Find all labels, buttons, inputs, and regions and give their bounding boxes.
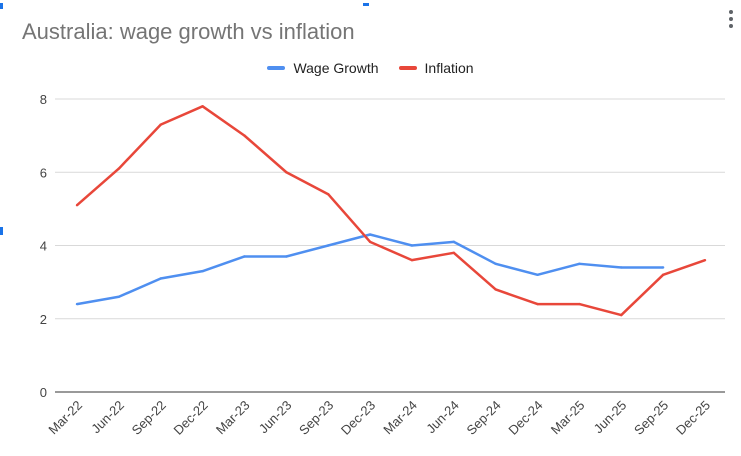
y-tick-label: 4 <box>40 239 47 254</box>
data-point <box>243 134 246 137</box>
legend: Wage Growth Inflation <box>0 60 741 76</box>
x-tick-label: Mar-25 <box>548 398 588 438</box>
x-tick-label: Jun-23 <box>256 398 295 437</box>
x-tick-label: Dec-22 <box>170 398 210 438</box>
data-point <box>285 255 288 258</box>
data-point <box>201 269 204 273</box>
y-tick-label: 6 <box>40 165 47 180</box>
data-point <box>536 302 539 306</box>
data-point <box>201 105 204 108</box>
data-point <box>243 255 246 258</box>
x-tick-label: Sep-23 <box>296 398 336 438</box>
x-tick-label: Dec-23 <box>338 398 378 438</box>
x-tick-label: Mar-23 <box>213 398 253 438</box>
data-point <box>285 171 288 174</box>
selection-handle[interactable] <box>0 227 3 235</box>
x-tick-label: Dec-24 <box>505 398 545 438</box>
data-point <box>620 313 623 317</box>
legend-label-wage: Wage Growth <box>293 60 379 76</box>
data-point <box>661 273 665 276</box>
data-point <box>452 240 455 244</box>
series-line-wage-growth <box>76 233 664 306</box>
x-tick-label: Sep-22 <box>129 398 169 438</box>
legend-swatch-inflation <box>398 66 417 70</box>
x-tick-label: Jun-22 <box>88 398 127 437</box>
selection-handle[interactable] <box>0 3 3 9</box>
data-point <box>494 288 497 291</box>
data-point <box>452 251 455 255</box>
x-tick-label: Mar-24 <box>380 398 420 438</box>
legend-label-inflation: Inflation <box>424 60 474 76</box>
data-point <box>117 295 121 298</box>
y-tick-label: 2 <box>40 312 47 327</box>
x-tick-label: Jun-24 <box>423 398 462 437</box>
data-point <box>703 258 707 262</box>
series-line-inflation <box>76 105 706 317</box>
x-tick-label: Dec-25 <box>673 398 713 438</box>
chart-title: Australia: wage growth vs inflation <box>22 19 355 44</box>
data-point <box>368 240 372 244</box>
y-tick-label: 0 <box>40 385 47 400</box>
y-tick-label: 8 <box>40 92 47 107</box>
data-point <box>410 244 414 247</box>
data-point <box>536 273 539 276</box>
data-point <box>661 266 665 269</box>
data-point <box>620 266 623 269</box>
data-point <box>578 262 581 266</box>
data-point <box>578 302 581 306</box>
data-point <box>117 167 121 170</box>
x-tick-label: Sep-25 <box>631 398 671 438</box>
more-options-icon[interactable] <box>726 8 736 32</box>
x-tick-label: Jun-25 <box>591 398 630 437</box>
legend-item-inflation: Inflation <box>398 60 474 76</box>
data-point <box>75 204 79 207</box>
x-tick-label: Mar-22 <box>45 398 85 438</box>
data-point <box>327 193 330 196</box>
legend-swatch-wage <box>267 66 286 70</box>
data-point <box>75 302 79 306</box>
data-point <box>159 123 162 126</box>
selection-handle[interactable] <box>363 3 369 6</box>
data-point <box>159 277 162 280</box>
data-point <box>327 244 330 247</box>
data-point <box>368 233 372 236</box>
legend-item-wage: Wage Growth <box>267 60 379 76</box>
data-point <box>494 262 497 266</box>
data-point <box>410 258 414 262</box>
x-tick-label: Sep-24 <box>464 398 504 438</box>
